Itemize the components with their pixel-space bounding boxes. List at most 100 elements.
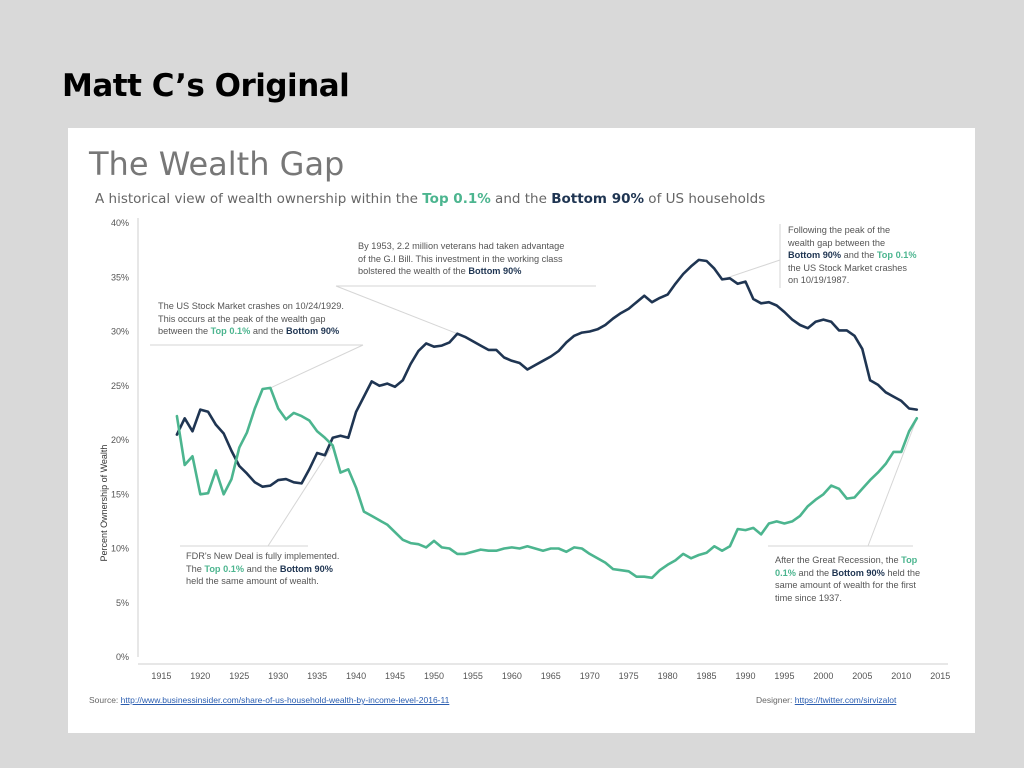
series-line-top-0-1 xyxy=(175,386,919,580)
data-point xyxy=(892,395,895,398)
annotation-text: wealth gap between the xyxy=(788,237,886,248)
data-point xyxy=(768,301,770,304)
data-point xyxy=(230,478,233,480)
data-point xyxy=(472,340,474,343)
data-point xyxy=(230,450,233,452)
data-point xyxy=(573,546,576,549)
data-point xyxy=(238,465,241,467)
data-point xyxy=(721,278,723,281)
annotation-text: between the xyxy=(158,326,211,336)
x-tick-label: 1945 xyxy=(385,671,405,681)
data-point xyxy=(604,324,607,326)
data-point xyxy=(215,423,217,426)
annotation-line: By 1953, 2.2 million veterans had taken … xyxy=(358,240,564,253)
data-point xyxy=(347,436,350,439)
annotation-text: same amount of wealth for the first xyxy=(775,580,916,590)
data-point xyxy=(915,408,918,411)
data-point xyxy=(799,324,801,326)
data-point xyxy=(277,407,280,410)
annotation-top-label: Top 0.1% xyxy=(210,326,251,336)
data-point xyxy=(246,472,248,475)
subtitle-prefix: A historical view of wealth ownership wi… xyxy=(95,191,423,207)
data-point xyxy=(588,330,591,333)
data-point xyxy=(316,452,318,454)
data-point xyxy=(526,368,529,371)
data-point xyxy=(534,547,537,550)
data-point xyxy=(440,546,443,549)
data-point xyxy=(900,400,903,402)
data-point xyxy=(620,312,622,314)
data-point xyxy=(363,510,365,513)
x-tick-label: 1995 xyxy=(774,671,794,681)
data-point xyxy=(557,547,560,550)
subtitle-middle: and the xyxy=(490,191,552,207)
data-point xyxy=(651,301,653,304)
y-tick-label: 10% xyxy=(111,544,129,554)
annotation-line: The US Stock Market crashes on 10/24/192… xyxy=(158,300,344,313)
annotation-bottom-label: Bottom 90% xyxy=(831,567,885,578)
annotation-text: This occurs at the peak of the wealth ga… xyxy=(158,313,326,324)
data-point xyxy=(651,576,653,579)
x-tick-label: 1915 xyxy=(151,671,171,681)
data-point xyxy=(253,407,256,410)
data-point xyxy=(682,273,685,275)
data-point xyxy=(253,481,256,484)
data-point xyxy=(386,523,389,526)
data-point xyxy=(409,363,412,365)
data-point xyxy=(620,569,622,572)
annotation-text: and the xyxy=(795,567,832,578)
annotation-text: and the xyxy=(244,563,280,574)
data-point xyxy=(869,379,871,382)
annotation-text: the US Stock Market crashes xyxy=(788,262,907,273)
data-point xyxy=(830,484,833,487)
data-point xyxy=(222,432,225,435)
data-point xyxy=(417,350,420,352)
data-point xyxy=(908,430,910,433)
annotation-text: The xyxy=(186,563,205,574)
data-point xyxy=(908,407,910,410)
data-point xyxy=(814,498,817,501)
annotation-crash-1929: The US Stock Market crashes on 10/24/192… xyxy=(158,300,344,338)
data-point xyxy=(713,267,716,270)
data-point xyxy=(238,446,241,449)
designer-link[interactable]: https://twitter.com/sirvizalot xyxy=(794,695,897,705)
data-point xyxy=(292,481,295,484)
x-tick-label: 1950 xyxy=(424,671,444,681)
data-point xyxy=(627,570,630,573)
data-point xyxy=(401,538,404,541)
data-point xyxy=(191,430,194,433)
data-point xyxy=(674,282,677,285)
data-point xyxy=(191,455,194,458)
source-link[interactable]: http://www.businessinsider.com/share-of-… xyxy=(120,695,450,705)
annotation-line: 0.1% and the Bottom 90% held the xyxy=(775,567,920,580)
data-point xyxy=(300,482,303,485)
annotation-text: on 10/19/1987. xyxy=(788,275,850,285)
annotation-line: Following the peak of the xyxy=(788,224,917,237)
data-point xyxy=(339,434,342,437)
data-point xyxy=(791,520,794,523)
data-point xyxy=(448,341,451,344)
data-point xyxy=(495,349,498,351)
leader-crash-1987 xyxy=(721,259,781,280)
data-point xyxy=(869,479,871,481)
data-point xyxy=(199,493,202,496)
annotation-text: and the xyxy=(841,250,877,260)
data-point xyxy=(736,528,739,530)
data-point xyxy=(666,293,669,296)
leader-new-deal xyxy=(267,445,334,547)
annotation-line: FDR's New Deal is fully implemented. xyxy=(186,550,339,563)
annotation-line: same amount of wealth for the first xyxy=(775,579,920,592)
x-tick-label: 1970 xyxy=(580,671,600,681)
data-point xyxy=(806,505,809,508)
data-point xyxy=(378,519,381,522)
data-point xyxy=(752,298,755,300)
data-point xyxy=(285,418,287,421)
data-point xyxy=(316,430,318,433)
data-point xyxy=(799,515,801,517)
data-point xyxy=(744,280,747,283)
data-point xyxy=(573,334,576,337)
annotation-top-label: Top 0.1% xyxy=(876,250,917,260)
x-tick-label: 1930 xyxy=(268,671,288,681)
data-point xyxy=(472,550,474,553)
data-point xyxy=(347,468,350,471)
